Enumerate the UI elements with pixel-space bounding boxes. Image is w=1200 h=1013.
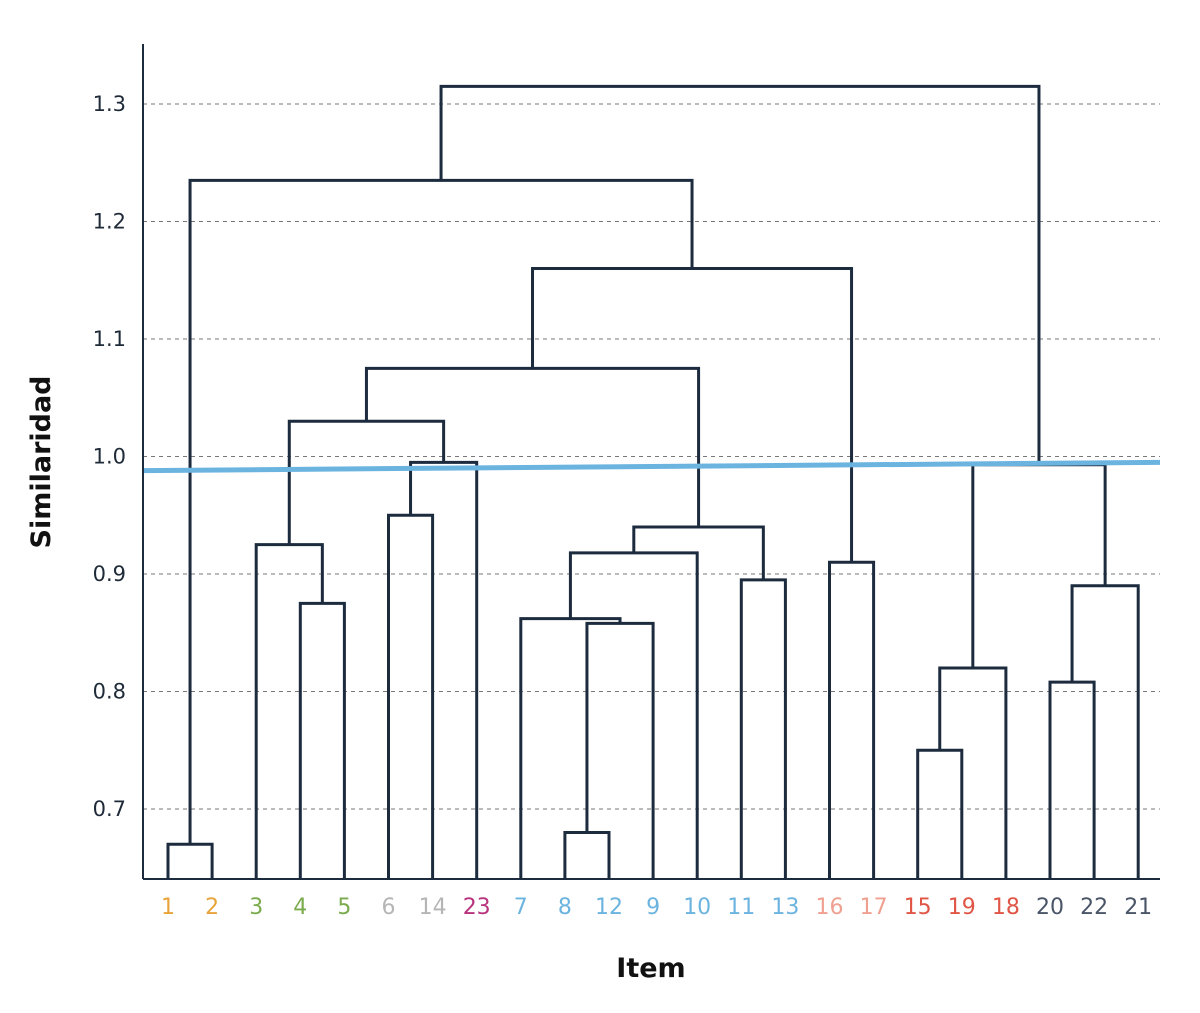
leaf-label: 2 bbox=[205, 895, 219, 920]
leaf-label: 20 bbox=[1036, 895, 1064, 920]
leaf-label: 18 bbox=[992, 895, 1020, 920]
x-axis-title: Item bbox=[616, 953, 685, 984]
dendrogram-link bbox=[916, 748, 964, 879]
axes bbox=[142, 44, 1160, 880]
dendrogram-link bbox=[568, 551, 699, 879]
dendrogram-link bbox=[938, 666, 1008, 879]
y-tick-labels: 0.7 0.8 0.9 1.0 1.1 1.2 1.3 bbox=[93, 92, 126, 821]
y-tick-label: 0.8 bbox=[93, 680, 126, 704]
dendrogram-link bbox=[531, 267, 854, 563]
leaf-label: 4 bbox=[293, 895, 307, 920]
grid-lines bbox=[143, 103, 1160, 810]
dendrogram-link bbox=[387, 513, 435, 879]
leaf-label: 23 bbox=[463, 895, 491, 920]
y-tick-label: 0.9 bbox=[93, 562, 126, 586]
y-axis-title: Similaridad bbox=[26, 375, 57, 548]
dendrogram-link bbox=[971, 463, 1107, 668]
dendrogram-link bbox=[1070, 584, 1140, 879]
leaf-label: 12 bbox=[595, 895, 623, 920]
leaf-label: 6 bbox=[382, 895, 396, 920]
y-tick-label: 1.1 bbox=[93, 327, 126, 351]
leaf-label: 1 bbox=[161, 895, 175, 920]
cut-line bbox=[142, 459, 1161, 474]
dendrogram-link bbox=[298, 601, 346, 879]
dendrogram-link bbox=[519, 617, 622, 879]
dendrogram-link bbox=[739, 578, 787, 879]
dendrogram-link bbox=[364, 366, 701, 527]
leaf-label: 19 bbox=[948, 895, 976, 920]
leaf-label: 9 bbox=[646, 895, 660, 920]
leaf-label: 5 bbox=[337, 895, 351, 920]
y-tick-label: 1.3 bbox=[93, 92, 126, 116]
leaf-labels: 1 2 3 4 5 6 14 23 7 8 12 9 10 11 13 16 17 15 19 18 20 22 21 bbox=[161, 895, 1152, 920]
dendrogram-link bbox=[188, 178, 694, 845]
y-tick-label: 0.7 bbox=[93, 797, 126, 821]
leaf-label: 15 bbox=[904, 895, 932, 920]
leaf-label: 8 bbox=[558, 895, 572, 920]
y-tick-label: 1.2 bbox=[93, 210, 126, 234]
leaf-label: 21 bbox=[1124, 895, 1152, 920]
dendrogram-link bbox=[409, 460, 479, 879]
dendrogram-link bbox=[439, 84, 1041, 465]
leaf-label: 16 bbox=[816, 895, 844, 920]
dendrogram-link bbox=[563, 831, 611, 879]
dendrogram-link bbox=[254, 543, 324, 879]
dendrogram-link bbox=[828, 560, 876, 879]
cut-line-layer bbox=[142, 459, 1161, 474]
dendrogram-link bbox=[1048, 680, 1096, 879]
leaf-label: 11 bbox=[727, 895, 755, 920]
y-tick-label: 1.0 bbox=[93, 445, 126, 469]
dendrogram-link bbox=[585, 621, 655, 879]
leaf-label: 7 bbox=[514, 895, 528, 920]
leaf-label: 10 bbox=[683, 895, 711, 920]
dendrogram-link bbox=[166, 842, 214, 879]
leaf-label: 22 bbox=[1080, 895, 1108, 920]
leaf-label: 17 bbox=[860, 895, 888, 920]
leaf-label: 13 bbox=[771, 895, 799, 920]
dendrogram-link bbox=[287, 419, 446, 545]
dendrogram-links bbox=[166, 84, 1140, 879]
leaf-label: 3 bbox=[249, 895, 263, 920]
leaf-label: 14 bbox=[419, 895, 447, 920]
